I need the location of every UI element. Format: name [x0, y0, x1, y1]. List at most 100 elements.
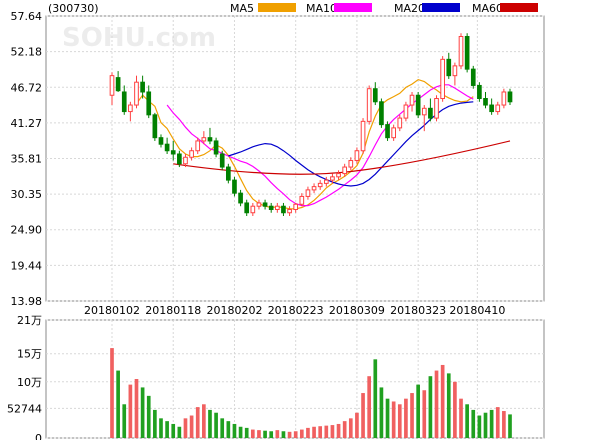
volume-bar	[446, 373, 451, 438]
candle-body	[360, 120, 366, 152]
volume-bar	[299, 429, 304, 438]
volume-bar	[171, 423, 176, 438]
date-tick-label: 20180323	[390, 304, 446, 317]
volume-bar	[459, 398, 463, 438]
candle-body	[391, 127, 396, 139]
volume-bar	[342, 421, 347, 438]
candle-body	[372, 88, 378, 103]
volume-bar	[410, 393, 414, 438]
volume-bar	[244, 427, 249, 438]
candle-body	[281, 205, 286, 214]
candle-body	[213, 140, 219, 155]
candle-body	[477, 84, 482, 100]
candle-body	[317, 182, 323, 188]
volume-bar	[440, 364, 445, 438]
candle-body	[305, 189, 311, 197]
candle-body	[483, 98, 488, 106]
volume-bar	[293, 431, 298, 438]
volume-bar	[250, 429, 255, 438]
candle-body	[501, 91, 507, 106]
candle-body	[268, 205, 274, 210]
candle-body	[336, 173, 341, 178]
volume-bar	[465, 404, 469, 438]
candle-body	[140, 81, 145, 93]
candle-body	[238, 192, 243, 204]
volume-bar	[275, 430, 280, 438]
ticker-label: (300730)	[48, 2, 99, 15]
volume-bar	[122, 404, 127, 438]
candle-body	[201, 137, 207, 142]
volume-panel-frame	[45, 319, 545, 439]
volume-bar	[287, 431, 292, 438]
volume-bar-series	[110, 348, 512, 438]
volume-bar	[183, 418, 188, 438]
volume-bar	[428, 376, 433, 438]
volume-bar	[397, 404, 402, 438]
volume-bar	[134, 379, 139, 438]
volume-bar	[379, 387, 384, 438]
candle-body	[183, 156, 188, 165]
volume-bar	[324, 425, 329, 438]
candle-body	[464, 35, 470, 70]
volume-bar	[159, 418, 163, 438]
price-tick-label: 57.64	[11, 10, 43, 23]
candle-body	[434, 98, 439, 119]
candle-body	[177, 153, 182, 165]
volume-tick-label: 15万	[17, 348, 42, 361]
price-tick-label: 35.81	[11, 153, 43, 166]
candle-body	[495, 104, 501, 113]
volume-bar	[140, 387, 145, 438]
candle-body	[489, 104, 494, 113]
candle-body	[348, 160, 354, 168]
price-tick-label: 19.44	[11, 259, 43, 272]
volume-bar	[422, 390, 427, 438]
candle-body	[121, 91, 127, 113]
volume-bar	[483, 412, 488, 438]
candle-body	[219, 153, 225, 168]
price-tick-label: 24.90	[11, 224, 43, 237]
volume-bar	[361, 393, 365, 438]
legend-label-ma20: MA20	[394, 2, 425, 15]
candle-body	[189, 150, 194, 158]
candle-body	[244, 202, 250, 214]
candle-body	[128, 104, 133, 113]
candle-body	[299, 195, 305, 205]
volume-bar	[453, 381, 457, 438]
volume-bar	[416, 384, 420, 438]
volume-bar	[128, 384, 133, 438]
volume-bar	[208, 409, 212, 438]
candle-body	[446, 58, 452, 77]
candle-body	[115, 77, 121, 92]
volume-bar	[165, 421, 169, 438]
volume-bar	[220, 418, 225, 438]
volume-bar	[477, 415, 482, 438]
candle-body	[170, 150, 176, 155]
volume-tick-label: 10万	[17, 376, 42, 389]
volume-bar	[471, 409, 476, 438]
volume-bar	[195, 407, 200, 438]
volume-bar	[281, 431, 286, 438]
candle-body	[452, 65, 458, 77]
candle-body	[342, 166, 348, 175]
date-tick-label: 20180410	[449, 304, 505, 317]
candle-body	[403, 104, 409, 119]
volume-bar	[146, 395, 151, 438]
legend-swatch-ma60	[500, 3, 538, 12]
price-tick-label: 52.18	[11, 46, 43, 59]
candle-body	[507, 91, 513, 103]
volume-bar	[495, 407, 500, 438]
volume-bar	[404, 398, 408, 438]
date-tick-label: 20180202	[206, 304, 262, 317]
legend: MA5 MA10 MA20 MA60	[230, 2, 538, 15]
price-y-axis: 57.64 52.18 46.72 41.27 35.81 30.35 24.90 19.44…	[11, 10, 43, 308]
volume-bar	[238, 426, 243, 438]
volume-bar	[489, 409, 494, 438]
price-grid	[46, 15, 544, 302]
volume-bar	[434, 370, 439, 438]
candlestick-series	[109, 33, 513, 217]
volume-tick-label: 52744	[7, 402, 42, 415]
candle-body	[158, 137, 164, 145]
watermark: SOHU.com	[62, 23, 216, 53]
